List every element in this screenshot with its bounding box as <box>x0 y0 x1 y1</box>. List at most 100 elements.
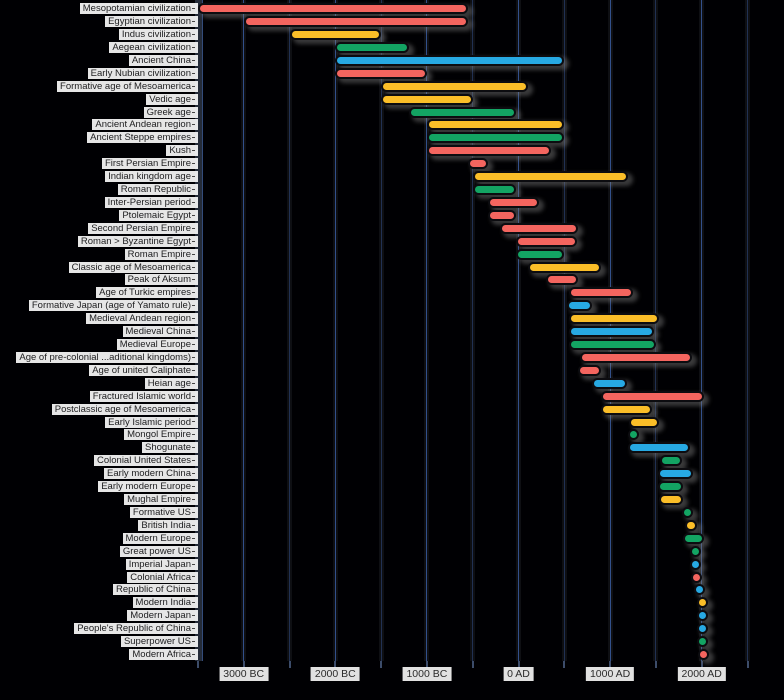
timeline-bar[interactable] <box>568 339 656 351</box>
row-label: Ancient Andean region <box>92 119 198 131</box>
row-label: Ancient Steppe empires <box>87 132 198 144</box>
timeline-bar[interactable] <box>697 623 709 635</box>
timeline-bar[interactable] <box>567 300 592 312</box>
timeline-bar[interactable] <box>693 584 705 596</box>
row-label: People's Republic of China <box>74 623 198 635</box>
timeline-bar[interactable] <box>685 519 698 531</box>
row-label: Mongol Empire <box>124 429 198 441</box>
timeline-bar[interactable] <box>426 119 565 131</box>
x-axis-label: 3000 BC <box>219 667 269 681</box>
timeline-bar[interactable] <box>697 597 709 609</box>
timeline-bar[interactable] <box>545 274 579 286</box>
timeline-bar[interactable] <box>197 3 469 15</box>
timeline-bar[interactable] <box>591 377 628 389</box>
timeline-bar[interactable] <box>472 184 517 196</box>
gridline <box>699 0 705 661</box>
timeline-bar[interactable] <box>515 235 578 247</box>
gridline <box>287 0 292 661</box>
row-label: Great power US <box>119 545 198 557</box>
row-label: Modern Africa <box>129 649 198 660</box>
timeline-bar[interactable] <box>697 636 709 648</box>
timeline-bar[interactable] <box>697 610 709 622</box>
axis-tick <box>334 661 337 668</box>
timeline-bar[interactable] <box>568 313 659 325</box>
timeline-bar[interactable] <box>689 558 701 570</box>
row-label: Republic of China <box>113 584 198 596</box>
row-label: Modern Europe <box>122 532 198 544</box>
timeline-bar[interactable] <box>658 494 684 505</box>
timeline-bar[interactable] <box>335 67 427 79</box>
timeline-bar[interactable] <box>426 145 551 157</box>
timeline-bar[interactable] <box>568 287 633 299</box>
row-label: Egyptian civilization <box>105 16 198 28</box>
gridline <box>424 0 430 661</box>
timeline-bar[interactable] <box>500 222 579 234</box>
timeline-bar[interactable] <box>628 442 690 454</box>
timeline-bar[interactable] <box>381 80 528 92</box>
row-label: Modern India <box>132 597 198 609</box>
row-label: Ancient China <box>128 54 198 66</box>
timeline-bar[interactable] <box>516 248 565 260</box>
row-label: Ptolemaic Egypt <box>119 209 198 221</box>
timeline-bar[interactable] <box>657 468 694 480</box>
row-label: Superpower US <box>120 636 198 648</box>
timeline-bar[interactable] <box>468 158 489 170</box>
gridline <box>332 0 338 661</box>
row-label: Age of united Caliphate <box>89 364 198 376</box>
timeline-bar[interactable] <box>683 532 704 544</box>
timeline-bar[interactable] <box>335 41 409 53</box>
timeline-bar[interactable] <box>335 54 565 66</box>
timeline-bar[interactable] <box>689 545 701 557</box>
row-label: Imperial Japan <box>125 558 198 570</box>
timeline-bar[interactable] <box>381 93 473 105</box>
timeline-bar[interactable] <box>426 132 565 144</box>
timeline-bar[interactable] <box>408 106 517 118</box>
row-label: Roman Empire <box>124 248 198 260</box>
row-label: Kush <box>166 145 198 157</box>
y-axis-line <box>195 0 203 661</box>
x-axis-label: 2000 AD <box>677 667 726 681</box>
timeline-bar[interactable] <box>472 171 629 183</box>
row-label: Modern Japan <box>127 610 198 622</box>
row-label: Greek age <box>143 106 198 118</box>
timeline-bar[interactable] <box>681 506 693 518</box>
row-label: Second Persian Empire <box>88 222 198 234</box>
row-label: Fractured Islamic world <box>89 390 198 402</box>
timeline-bar[interactable] <box>527 261 601 273</box>
gridline <box>470 0 476 661</box>
row-label: First Persian Empire <box>101 158 198 170</box>
timeline-bar[interactable] <box>698 649 710 660</box>
row-label: Formative Japan (age of Yamato rule) <box>28 300 198 312</box>
axis-tick <box>196 661 199 668</box>
row-label: Medieval China <box>122 326 198 338</box>
timeline-bar[interactable] <box>660 455 682 467</box>
timeline-bar[interactable] <box>568 326 655 338</box>
timeline-bar[interactable] <box>578 364 601 376</box>
row-label: Early Nubian civilization <box>87 67 198 79</box>
timeline-bar[interactable] <box>488 196 539 208</box>
row-label: Medieval Europe <box>116 339 198 351</box>
row-label: Medieval Andean region <box>86 313 198 325</box>
timeline-bar[interactable] <box>488 209 516 221</box>
axis-tick <box>288 661 291 668</box>
timeline-bar[interactable] <box>690 571 702 583</box>
timeline-bar[interactable] <box>579 351 692 363</box>
timeline-bar[interactable] <box>629 416 659 428</box>
timeline-bar[interactable] <box>600 403 653 415</box>
timeline-bar[interactable] <box>628 429 640 441</box>
axis-tick <box>242 661 245 668</box>
axis-tick <box>517 661 520 668</box>
gridline <box>745 0 750 661</box>
timeline-bar[interactable] <box>243 16 469 28</box>
row-label: Vedic age <box>146 93 198 105</box>
row-label: Roman Republic <box>117 184 198 196</box>
timeline-bar[interactable] <box>289 29 382 41</box>
axis-tick <box>700 661 703 668</box>
axis-tick <box>746 661 749 668</box>
timeline-bar[interactable] <box>657 481 684 493</box>
gridline <box>378 0 384 661</box>
axis-tick <box>609 661 612 668</box>
timeline-bar[interactable] <box>600 390 704 402</box>
